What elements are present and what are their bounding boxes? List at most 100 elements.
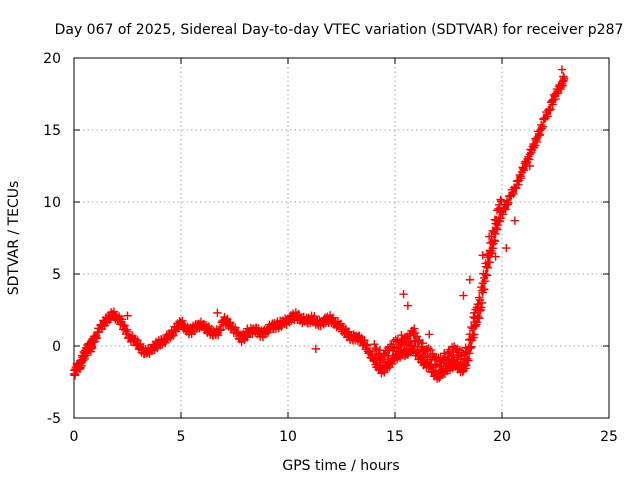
data-point xyxy=(514,180,523,190)
data-point xyxy=(474,314,484,323)
data-point xyxy=(482,271,492,280)
data-point xyxy=(462,361,471,370)
y-tick-label: 20 xyxy=(43,51,61,67)
data-point xyxy=(120,321,129,330)
data-point xyxy=(502,243,511,253)
data-point xyxy=(478,288,487,297)
y-tick-label: 10 xyxy=(43,195,61,211)
plot-frame xyxy=(73,57,610,419)
data-point xyxy=(471,321,480,331)
data-point xyxy=(487,248,497,258)
data-point xyxy=(469,333,478,342)
data-point xyxy=(370,339,379,349)
data-point xyxy=(138,346,147,355)
axis-ticks: 0 5 10 15 20 25 -5 0 5 10 15 20 xyxy=(43,51,618,445)
data-point xyxy=(510,216,520,225)
x-tick-label: 0 xyxy=(70,429,79,445)
data-point xyxy=(410,324,419,333)
data-point xyxy=(543,112,552,121)
data-point xyxy=(412,332,422,341)
data-point xyxy=(362,340,372,350)
data-point xyxy=(324,317,333,326)
y-tick-label: -5 xyxy=(47,411,61,427)
data-point xyxy=(503,200,512,209)
y-axis-label: SDTVAR / TECUs xyxy=(6,181,22,296)
data-point xyxy=(557,82,566,92)
data-point xyxy=(548,100,557,109)
data-point xyxy=(469,308,479,318)
grid-lines xyxy=(74,58,609,418)
data-point xyxy=(488,244,497,253)
data-point xyxy=(467,342,476,352)
data-point xyxy=(469,330,479,339)
data-point xyxy=(231,323,240,332)
data-point xyxy=(524,155,534,164)
y-tick-label: 0 xyxy=(52,339,61,355)
data-point xyxy=(92,333,102,343)
data-point xyxy=(213,308,222,318)
data-point xyxy=(495,217,505,226)
y-tick-label: 15 xyxy=(43,123,61,139)
data-point xyxy=(484,232,494,241)
data-point xyxy=(501,205,510,214)
data-point xyxy=(559,73,569,83)
data-point xyxy=(534,129,544,139)
data-point xyxy=(74,361,83,371)
data-point xyxy=(491,252,500,261)
data-points xyxy=(69,65,569,383)
data-point xyxy=(414,336,423,345)
data-point xyxy=(372,345,381,354)
x-tick-label: 25 xyxy=(600,429,618,445)
data-point xyxy=(243,324,252,333)
data-point xyxy=(173,324,183,333)
data-point xyxy=(538,122,547,131)
data-point xyxy=(478,251,487,260)
data-point xyxy=(504,198,513,208)
data-point xyxy=(475,306,485,316)
data-point xyxy=(525,161,535,171)
data-point xyxy=(557,65,567,74)
data-point xyxy=(104,314,113,323)
data-point xyxy=(360,336,369,345)
data-point xyxy=(117,315,126,324)
data-point xyxy=(311,344,321,354)
data-point xyxy=(535,130,545,140)
data-point xyxy=(461,364,470,373)
data-point xyxy=(492,225,502,234)
x-tick-label: 5 xyxy=(177,429,186,445)
data-point xyxy=(551,94,560,104)
data-point xyxy=(123,327,132,337)
data-point xyxy=(425,330,434,339)
data-point xyxy=(459,291,468,300)
data-point xyxy=(532,137,542,147)
data-point xyxy=(491,229,500,239)
data-point xyxy=(123,311,132,320)
data-point xyxy=(263,328,273,337)
data-point xyxy=(498,210,507,219)
y-tick-label: 5 xyxy=(52,267,61,283)
x-tick-label: 10 xyxy=(279,429,297,445)
data-point xyxy=(80,354,89,364)
data-point xyxy=(464,349,474,358)
data-point xyxy=(546,105,555,114)
data-point xyxy=(399,289,408,299)
data-point xyxy=(489,235,499,245)
data-point xyxy=(418,338,428,348)
data-point xyxy=(477,298,487,308)
data-point xyxy=(216,325,226,334)
data-point xyxy=(178,316,187,326)
data-point xyxy=(483,263,492,272)
data-point xyxy=(509,189,518,199)
data-point xyxy=(519,166,529,175)
data-point xyxy=(490,236,500,246)
data-point xyxy=(226,318,235,327)
data-point xyxy=(485,257,495,267)
data-point xyxy=(479,285,489,294)
x-tick-label: 20 xyxy=(493,429,511,445)
data-point xyxy=(474,300,483,309)
data-point xyxy=(371,343,380,353)
data-point xyxy=(480,277,490,286)
data-point xyxy=(464,356,473,365)
data-point xyxy=(465,275,475,284)
